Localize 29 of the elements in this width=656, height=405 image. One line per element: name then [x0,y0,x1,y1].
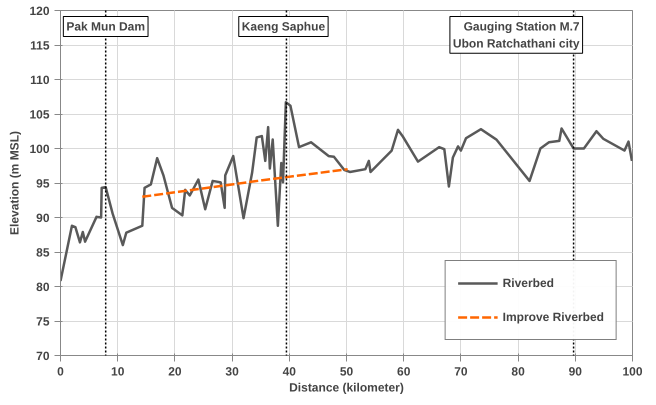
legend-label: Improve Riverbed [502,310,604,324]
y-tick-label: 75 [36,314,50,328]
y-tick-label: 105 [29,108,50,122]
x-tick-label: 40 [282,364,296,378]
x-tick-label: 10 [111,364,125,378]
x-tick-label: 60 [397,364,411,378]
x-tick-label: 0 [57,364,64,378]
x-tick-label: 100 [622,364,643,378]
y-tick-label: 80 [36,280,50,294]
y-axis-title: Elevation (m MSL) [7,130,22,236]
ref-line-label: Pak Mun Dam [66,20,146,34]
legend-label: Riverbed [502,276,554,290]
x-tick-label: 80 [511,364,526,378]
x-tick-label: 20 [168,364,182,378]
y-tick-label: 100 [29,142,50,156]
y-tick-label: 90 [36,211,50,225]
y-tick-label: 115 [30,38,50,52]
y-tick-label: 95 [36,176,50,190]
y-tick-label: 70 [36,349,50,363]
x-tick-label: 50 [340,364,354,378]
y-tick-label: 120 [29,4,50,18]
y-tick-label: 85 [36,246,50,260]
x-tick-label: 90 [568,364,582,378]
x-tick-label: 30 [225,364,240,378]
ref-line-label: Kaeng Saphue [242,20,326,34]
x-axis-title: Distance (kilometer) [289,380,404,394]
x-tick-label: 70 [454,364,468,378]
ref-line-label: Gauging Station M.7 Ubon Ratchathani city [452,20,580,50]
y-tick-label: 110 [30,73,50,87]
